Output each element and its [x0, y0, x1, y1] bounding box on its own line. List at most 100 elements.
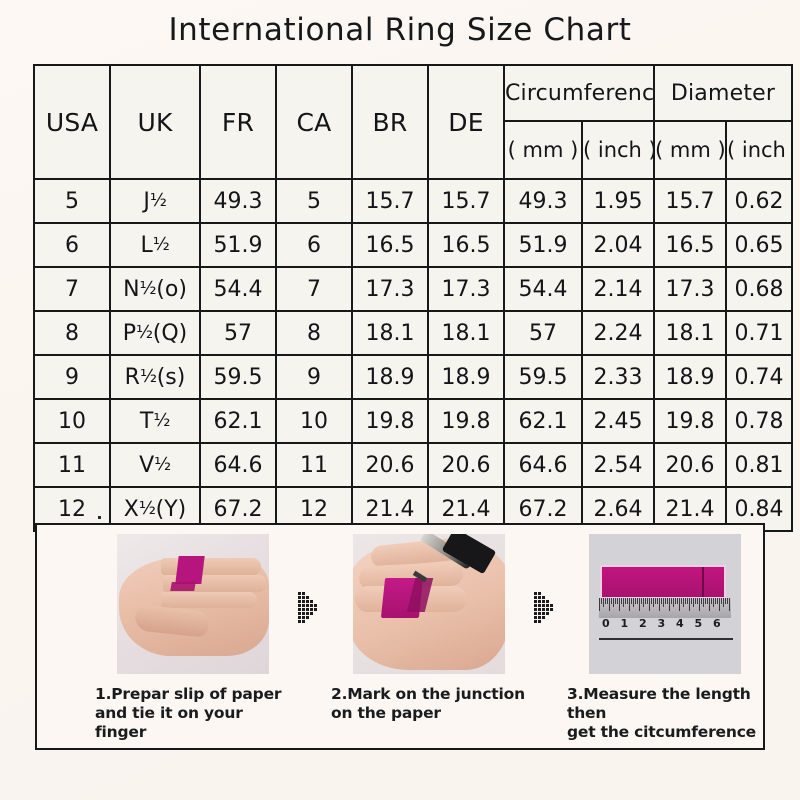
column-header-br: BR — [351, 64, 429, 180]
column-header-de: DE — [427, 64, 505, 180]
cell-fr: 51.9 — [199, 222, 277, 268]
column-header-fr: FR — [199, 64, 277, 180]
cell-dia_inch: 0.71 — [725, 310, 793, 356]
arrow-step-2-to-3 — [527, 592, 567, 626]
measuring-instructions-panel: 1.Prepar slip of paper and tie it on you… — [35, 523, 765, 750]
cell-ca: 7 — [275, 266, 353, 312]
cell-ca: 5 — [275, 178, 353, 224]
column-header-circumference: Circumference — [503, 64, 655, 122]
cell-dia_mm: 17.3 — [653, 266, 727, 312]
ruler-tick-label: 0 — [602, 617, 610, 630]
cell-usa: 10 — [33, 398, 111, 444]
cell-circ_inch: 2.14 — [581, 266, 655, 312]
cell-circ_mm: 54.4 — [503, 266, 583, 312]
cell-de: 19.8 — [427, 398, 505, 444]
cell-dia_mm: 20.6 — [653, 442, 727, 488]
cell-fr: 62.1 — [199, 398, 277, 444]
cell-uk: T½ — [109, 398, 201, 444]
cell-dia_inch: 0.62 — [725, 178, 793, 224]
table-row: 9 R½(s) 59.5 9 18.9 18.9 59.5 2.33 18.9 0.74 — [33, 354, 793, 400]
cell-de: 18.1 — [427, 310, 505, 356]
table-row: 10 T½ 62.1 10 19.8 19.8 62.1 2.45 19.8 0.78 — [33, 398, 793, 444]
cell-circ_mm: 51.9 — [503, 222, 583, 268]
cell-circ_mm: 64.6 — [503, 442, 583, 488]
marking-junction-with-pen-photo — [353, 534, 505, 674]
cell-circ_mm: 49.3 — [503, 178, 583, 224]
cell-ca: 8 — [275, 310, 353, 356]
stray-artifact-dot — [98, 516, 101, 519]
cell-usa: 9 — [33, 354, 111, 400]
cell-de: 18.9 — [427, 354, 505, 400]
cell-circ_inch: 2.54 — [581, 442, 655, 488]
cell-circ_inch: 2.24 — [581, 310, 655, 356]
cell-uk: P½(Q) — [109, 310, 201, 356]
table-row: 8 P½(Q) 57 8 18.1 18.1 57 2.24 18.1 0.71 — [33, 310, 793, 356]
cell-fr: 59.5 — [199, 354, 277, 400]
ring-size-table: USA UK FR CA BR DE Circumference Diamete… — [33, 64, 793, 532]
table-head: USA UK FR CA BR DE Circumference Diamete… — [33, 64, 793, 180]
step-2: 2.Mark on the junction on the paper — [331, 534, 527, 723]
cell-dia_mm: 19.8 — [653, 398, 727, 444]
page-title: International Ring Size Chart — [168, 12, 632, 48]
step-1-caption-line-1: 1.Prepar slip of paper — [95, 685, 282, 703]
cell-br: 18.1 — [351, 310, 429, 356]
ruler-tick-label: 5 — [694, 617, 703, 630]
table-row: 11 V½ 64.6 11 20.6 20.6 64.6 2.54 20.6 0.81 — [33, 442, 793, 488]
table-row: 5 J½ 49.3 5 15.7 15.7 49.3 1.95 15.7 0.62 — [33, 178, 793, 224]
cell-circ_inch: 1.95 — [581, 178, 655, 224]
column-subheader-circumference-mm: ( mm ) — [503, 120, 583, 180]
ring-size-table-wrapper: USA UK FR CA BR DE Circumference Diamete… — [33, 64, 793, 532]
cell-ca: 10 — [275, 398, 353, 444]
cell-circ_inch: 2.45 — [581, 398, 655, 444]
cell-usa: 8 — [33, 310, 111, 356]
column-header-uk: UK — [109, 64, 201, 180]
cell-uk: V½ — [109, 442, 201, 488]
column-subheader-diameter-inch: ( inch ) — [725, 120, 793, 180]
cell-circ_mm: 62.1 — [503, 398, 583, 444]
cell-dia_mm: 16.5 — [653, 222, 727, 268]
cell-dia_mm: 18.1 — [653, 310, 727, 356]
cell-usa: 11 — [33, 442, 111, 488]
cell-fr: 64.6 — [199, 442, 277, 488]
cell-circ_inch: 2.04 — [581, 222, 655, 268]
step-1-caption-line-2: and tie it on your finger — [95, 703, 243, 741]
cell-uk: N½(o) — [109, 266, 201, 312]
cell-de: 17.3 — [427, 266, 505, 312]
table-header-row-units: ( mm ) ( inch ) ( mm ) ( inch ) — [34, 120, 793, 180]
step-3-caption-line-1: 3.Measure the length then — [567, 685, 751, 722]
table-header-row-groups: USA UK FR CA BR DE Circumference Diamete… — [33, 64, 793, 180]
step-2-caption-line-2: on the paper — [331, 703, 441, 722]
cell-br: 16.5 — [351, 222, 429, 268]
cell-ca: 9 — [275, 354, 353, 400]
step-3-caption: 3.Measure the length then get the citcum… — [567, 685, 763, 742]
cell-uk: J½ — [109, 178, 201, 224]
dotted-right-arrow-icon — [298, 592, 324, 626]
column-header-diameter: Diameter — [653, 64, 793, 122]
cell-br: 17.3 — [351, 266, 429, 312]
table-body: 5 J½ 49.3 5 15.7 15.7 49.3 1.95 15.7 0.62 6 L½ 51.9 6… — [33, 178, 793, 532]
step-2-caption: 2.Mark on the junction on the paper — [331, 685, 527, 723]
cell-ca: 6 — [275, 222, 353, 268]
cell-br: 19.8 — [351, 398, 429, 444]
ruler-tick-label: 4 — [676, 617, 684, 630]
cell-de: 16.5 — [427, 222, 505, 268]
cell-fr: 54.4 — [199, 266, 277, 312]
cell-usa: 7 — [33, 266, 111, 312]
ruler-tick-label: 2 — [639, 617, 647, 630]
cell-circ_inch: 2.33 — [581, 354, 655, 400]
cell-fr: 49.3 — [199, 178, 277, 224]
step-2-caption-line-1: 2.Mark on the junction — [331, 685, 525, 703]
cell-dia_inch: 0.65 — [725, 222, 793, 268]
cell-ca: 11 — [275, 442, 353, 488]
cell-usa: 5 — [33, 178, 111, 224]
hand-with-paper-strip-photo — [117, 534, 269, 674]
ruler-tick-label: 1 — [620, 617, 629, 630]
ruler-tick-label: 6 — [713, 617, 721, 630]
step-3-caption-line-2: get the citcumference — [567, 722, 756, 741]
cell-dia_mm: 18.9 — [653, 354, 727, 400]
cell-br: 15.7 — [351, 178, 429, 224]
table-row: 6 L½ 51.9 6 16.5 16.5 51.9 2.04 16.5 0.65 — [33, 222, 793, 268]
